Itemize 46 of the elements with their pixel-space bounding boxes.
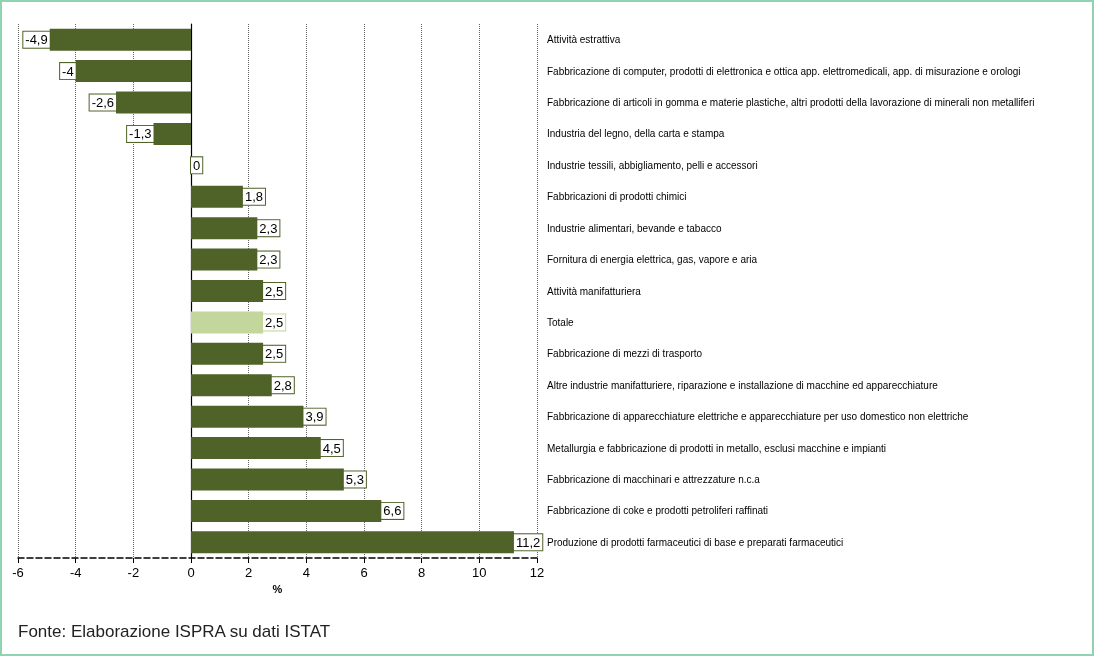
y-tick-label: Attività manifatturiera [547, 285, 642, 297]
y-tick-label: Fabbricazione di coke e prodotti petroliferi raffinati [547, 505, 769, 517]
y-tick-label: Fabbricazione di mezzi di trasporto [547, 348, 703, 360]
y-tick-label: Produzione di prodotti farmaceutici di base e preparati farmaceutici [547, 536, 844, 548]
data-label: 2,5 [265, 283, 284, 299]
y-tick-label: Fabbricazioni di prodotti chimici [547, 191, 687, 203]
data-label: 3,9 [305, 409, 324, 425]
y-tick-label: Totale [547, 316, 575, 328]
y-tick-label: Industria del legno, della carta e stampa [547, 128, 725, 140]
y-tick-label: Fabbricazione di macchinari e attrezzature n.c.a [547, 473, 761, 485]
y-tick-label: Altre industrie manifatturiere, riparazione e installazione di macchine ed apparecchiature [547, 379, 939, 391]
x-tick-label: -2 [127, 565, 140, 580]
data-label: 2,3 [259, 220, 278, 236]
y-tick-label: Industrie alimentari, bevande e tabacco [547, 222, 722, 234]
x-axis-title: % [272, 583, 283, 596]
x-tick-label: 2 [245, 565, 253, 580]
y-tick-label: Fabbricazione di apparecchiature elettriche e apparecchiature per uso domestico non elettriche [547, 411, 969, 423]
x-tick-label: 10 [472, 565, 487, 580]
y-tick-label: Attività estrattiva [547, 34, 621, 46]
x-tick-label: 8 [418, 565, 426, 580]
data-label: 2,8 [273, 377, 292, 393]
data-label: -1,3 [129, 126, 152, 142]
data-label: 4,5 [322, 440, 341, 456]
data-label: 2,5 [265, 346, 284, 362]
y-tick-label: Fabbricazione di computer, prodotti di elettronica e ottica app. elettromedicali, app. di misurazione e orologi [547, 65, 1021, 77]
x-tick-label: 12 [529, 565, 545, 580]
y-tick-label: Fornitura di energia elettrica, gas, vapore e aria [547, 254, 758, 266]
data-label: -4 [62, 63, 74, 79]
x-tick-label: -4 [69, 565, 82, 580]
x-tick-label: 4 [302, 565, 310, 580]
x-tick-label: 0 [187, 565, 195, 580]
data-label: 1,8 [244, 189, 263, 205]
y-tick-label: Industrie tessili, abbigliamento, pelli e accessori [547, 159, 758, 171]
data-label: 5,3 [345, 471, 364, 487]
data-label: 2,3 [259, 252, 278, 268]
data-label: 11,2 [515, 534, 541, 550]
data-label: 6,6 [383, 503, 402, 519]
data-label: -4,9 [25, 32, 48, 48]
y-tick-label: Fabbricazione di articoli in gomma e materie plastiche, altri prodotti della lavorazione di minerali non metalliferi [547, 97, 1035, 109]
x-tick-label: 6 [360, 565, 368, 580]
x-tick-label: -6 [12, 565, 24, 580]
source-note: Fonte: Elaborazione ISPRA su dati ISTAT [18, 622, 331, 642]
data-label: -2,6 [91, 95, 115, 111]
data-label: 0 [193, 157, 201, 173]
y-tick-label: Metallurgia e fabbricazione di prodotti in metallo, esclusi macchine e impianti [547, 442, 887, 454]
data-label: 2,5 [265, 314, 284, 330]
